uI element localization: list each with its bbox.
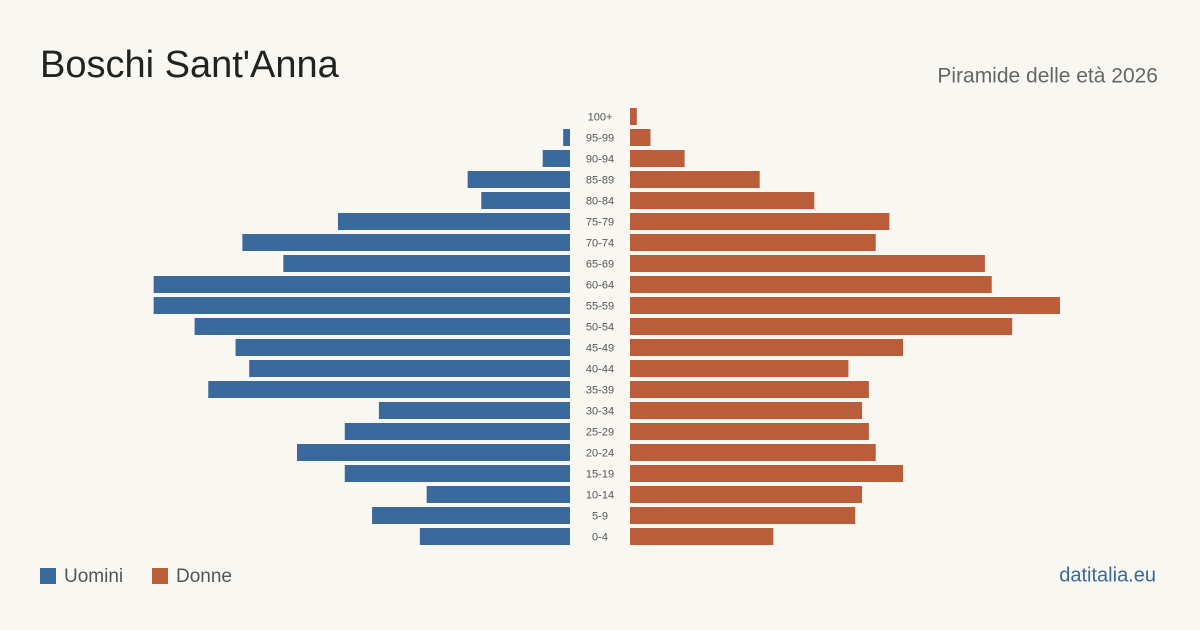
bar bbox=[630, 171, 760, 188]
bar bbox=[419, 528, 570, 545]
bar bbox=[481, 192, 570, 209]
bar bbox=[208, 381, 570, 398]
bar bbox=[296, 444, 570, 461]
bar bbox=[344, 465, 570, 482]
age-label: 60-64 bbox=[586, 279, 614, 291]
bar bbox=[630, 255, 985, 272]
bar bbox=[242, 234, 570, 251]
bar bbox=[630, 486, 863, 503]
age-label: 95-99 bbox=[586, 132, 614, 144]
age-label: 90-94 bbox=[586, 153, 614, 165]
age-label: 20-24 bbox=[586, 447, 614, 459]
bar bbox=[372, 507, 570, 524]
age-label: 65-69 bbox=[586, 258, 614, 270]
bar bbox=[153, 276, 570, 293]
bar bbox=[630, 507, 856, 524]
bar bbox=[630, 318, 1013, 335]
age-label: 80-84 bbox=[586, 195, 614, 207]
bar bbox=[344, 423, 570, 440]
bar bbox=[630, 234, 876, 251]
age-label: 50-54 bbox=[586, 321, 614, 333]
legend-label: Uomini bbox=[64, 566, 123, 587]
bar bbox=[630, 276, 992, 293]
bar bbox=[337, 213, 570, 230]
bar bbox=[630, 150, 685, 167]
age-label: 70-74 bbox=[586, 237, 614, 249]
age-label: 100+ bbox=[588, 111, 613, 123]
bar bbox=[426, 486, 570, 503]
bar bbox=[630, 108, 637, 125]
age-label: 55-59 bbox=[586, 300, 614, 312]
age-label: 35-39 bbox=[586, 384, 614, 396]
source: datitalia.eu bbox=[1059, 564, 1156, 586]
age-label: 15-19 bbox=[586, 468, 614, 480]
bar bbox=[630, 402, 863, 419]
bar bbox=[630, 360, 849, 377]
bar bbox=[249, 360, 570, 377]
age-label: 30-34 bbox=[586, 405, 614, 417]
age-label: 75-79 bbox=[586, 216, 614, 228]
bar bbox=[467, 171, 570, 188]
bar bbox=[542, 150, 570, 167]
bar bbox=[630, 213, 890, 230]
age-label: 0-4 bbox=[592, 531, 608, 543]
bar bbox=[235, 339, 571, 356]
bar bbox=[630, 192, 815, 209]
legend-swatch bbox=[40, 568, 56, 584]
bar bbox=[194, 318, 570, 335]
age-label: 85-89 bbox=[586, 174, 614, 186]
bar bbox=[630, 381, 869, 398]
age-label: 25-29 bbox=[586, 426, 614, 438]
bar bbox=[630, 129, 651, 146]
bar bbox=[630, 444, 876, 461]
bar bbox=[563, 129, 570, 146]
bar bbox=[153, 297, 570, 314]
bar bbox=[630, 465, 904, 482]
chart-subtitle: Piramide delle età 2026 bbox=[937, 65, 1158, 88]
bar bbox=[630, 339, 904, 356]
age-label: 40-44 bbox=[586, 363, 614, 375]
bar bbox=[630, 528, 774, 545]
bar bbox=[283, 255, 570, 272]
legend-label: Donne bbox=[176, 566, 232, 587]
chart-title: Boschi Sant'Anna bbox=[40, 44, 340, 86]
bar bbox=[378, 402, 570, 419]
age-label: 45-49 bbox=[586, 342, 614, 354]
legend-swatch bbox=[152, 568, 168, 584]
age-label: 10-14 bbox=[586, 489, 614, 501]
age-label: 5-9 bbox=[592, 510, 608, 522]
bar bbox=[630, 297, 1060, 314]
bar bbox=[630, 423, 869, 440]
